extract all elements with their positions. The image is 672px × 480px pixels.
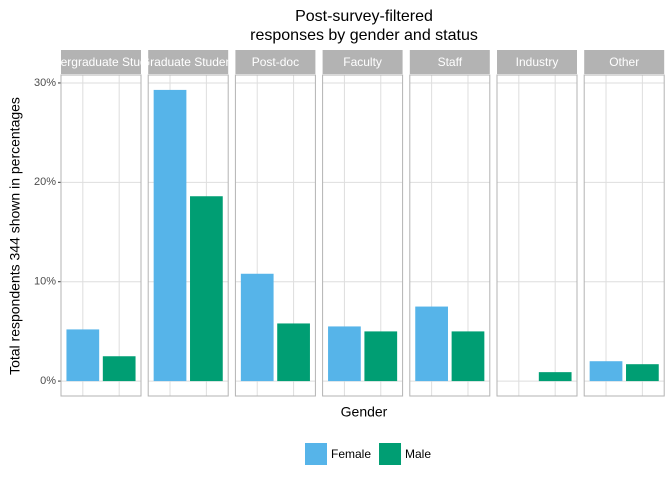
x-axis-label: Gender <box>341 404 388 420</box>
y-axis-label: Total respondents 344 shown in percentag… <box>7 97 23 375</box>
y-tick-label: 0% <box>40 375 56 387</box>
bar <box>364 331 398 382</box>
panel-border <box>234 74 316 397</box>
panel <box>497 75 577 396</box>
y-tick-label: 20% <box>34 176 56 188</box>
bar <box>451 331 485 382</box>
chart-title: Post-survey-filtered <box>295 8 433 25</box>
facet-label: Industry <box>516 55 559 69</box>
y-tick-label: 10% <box>34 276 56 288</box>
panel-border <box>583 74 665 397</box>
bar <box>66 329 100 382</box>
facet-label: Post-doc <box>252 55 299 69</box>
bar <box>240 273 274 382</box>
strip <box>584 50 665 74</box>
legend-swatch <box>379 443 402 465</box>
panel-border <box>147 74 229 397</box>
facet-label: Graduate Student <box>141 55 236 69</box>
legend-label: Male <box>405 447 431 461</box>
panel-border <box>322 74 404 397</box>
strip <box>322 50 403 74</box>
legend-swatch <box>305 443 327 465</box>
strip <box>148 50 229 74</box>
facet-label: Staff <box>438 55 463 69</box>
panel-border <box>409 74 491 397</box>
panel-border <box>60 74 142 397</box>
strip <box>497 50 577 74</box>
bar <box>415 306 448 382</box>
panel-border <box>496 74 578 397</box>
bar <box>277 323 310 382</box>
facet-label: Other <box>609 55 639 69</box>
bar <box>190 196 223 382</box>
bar <box>328 326 361 382</box>
bar <box>626 364 659 382</box>
strip <box>61 50 141 74</box>
bar <box>102 356 136 382</box>
bar <box>538 372 572 382</box>
y-tick-label: 30% <box>34 77 56 89</box>
bar <box>153 89 187 382</box>
panel <box>584 75 665 396</box>
strip <box>409 50 490 74</box>
bar <box>589 361 623 382</box>
strip <box>235 50 316 74</box>
chart-title: responses by gender and status <box>250 27 478 44</box>
facet-label: Faculty <box>343 55 382 69</box>
facet-label: Undergraduate Student <box>39 55 164 69</box>
legend-label: Female <box>331 447 371 461</box>
